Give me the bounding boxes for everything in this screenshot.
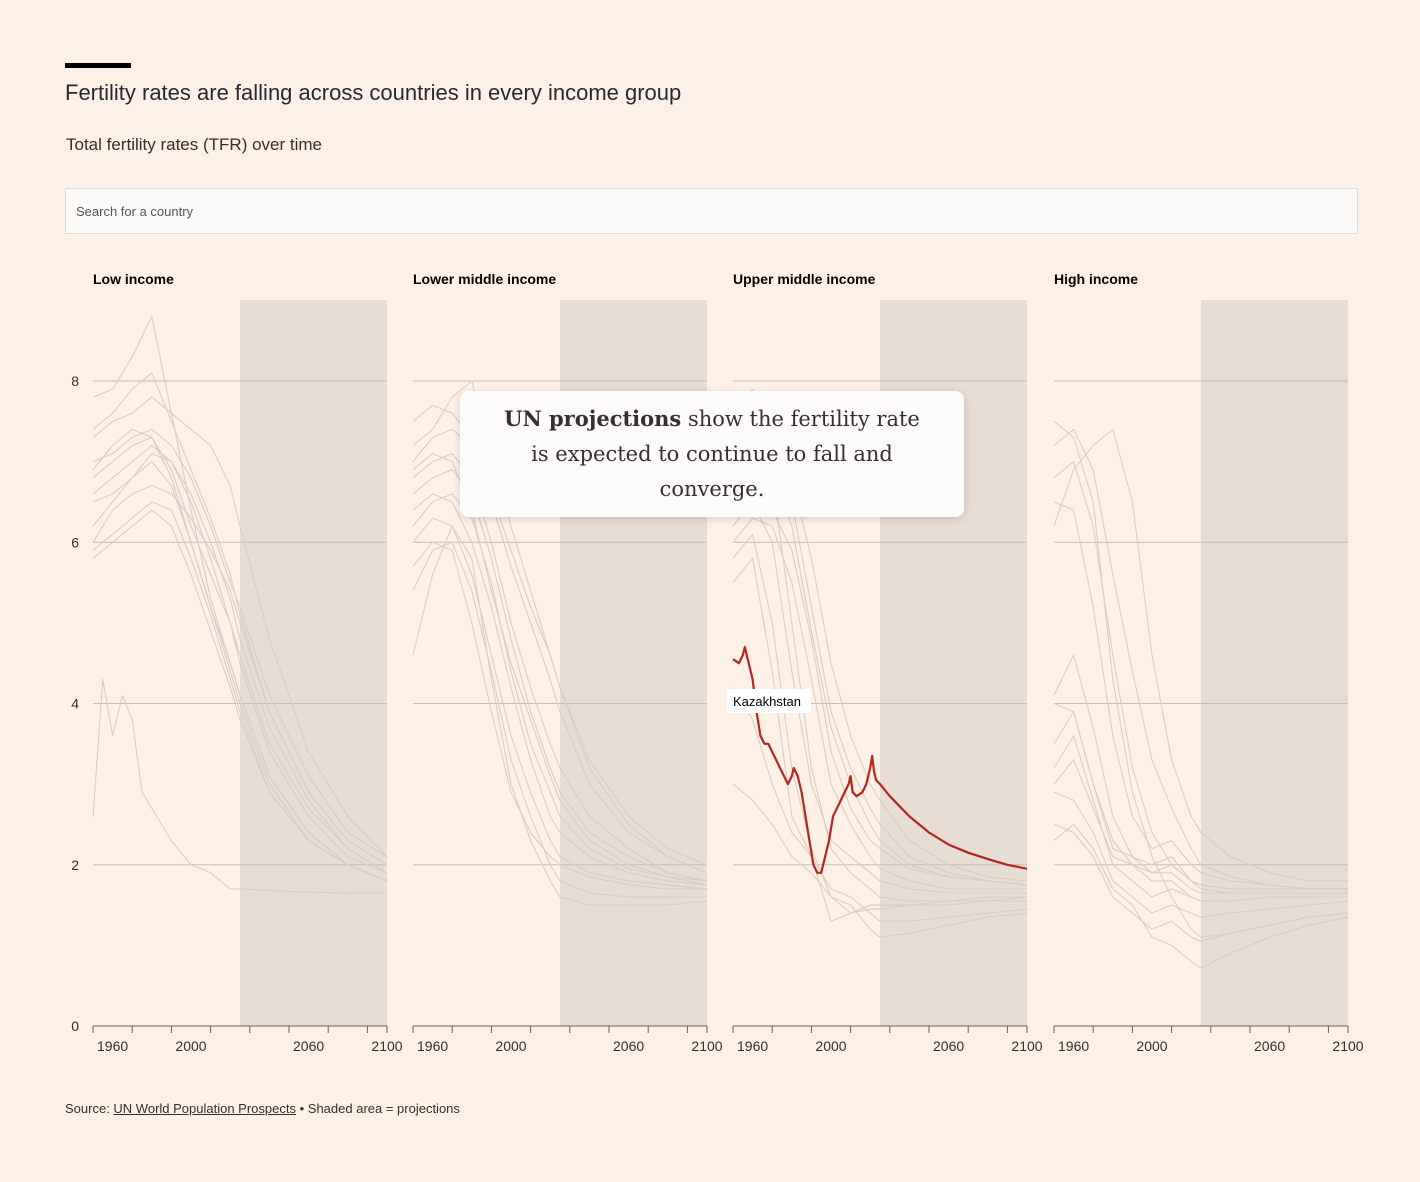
- series-line-1-4: [412, 428, 708, 866]
- y-tick-label-0: 0: [71, 1018, 79, 1034]
- x-tick-label-0-1960: 1960: [97, 1038, 128, 1054]
- series-line-0-9: [92, 444, 388, 874]
- y-tick-label-6: 6: [71, 534, 79, 550]
- panel-title-1: Lower middle income: [413, 271, 556, 287]
- series-line-1-5: [412, 541, 707, 890]
- x-tick-label-2-2000: 2000: [815, 1038, 846, 1054]
- series-line-0-10: [92, 509, 388, 882]
- series-line-3-11: [1053, 823, 1349, 969]
- series-line-1-7: [412, 525, 708, 906]
- title-accent-bar: [65, 63, 131, 68]
- projection-shade-3: [1201, 300, 1348, 1026]
- x-tick-label-1-2000: 2000: [495, 1038, 526, 1054]
- x-tick-label-0-2000: 2000: [175, 1038, 206, 1054]
- series-line-3-8: [1053, 654, 1348, 894]
- series-line-0-1: [92, 436, 388, 874]
- callout-body-text: show the fertility rate is expected to c…: [531, 407, 920, 501]
- x-tick-label-0-2100: 2100: [371, 1038, 402, 1054]
- series-line-1-10: [412, 453, 708, 886]
- x-tick-label-0-2060: 2060: [293, 1038, 324, 1054]
- x-tick-label-3-2000: 2000: [1136, 1038, 1167, 1054]
- source-link[interactable]: UN World Population Prospects: [113, 1101, 296, 1116]
- x-tick-label-3-2100: 2100: [1332, 1038, 1363, 1054]
- y-tick-label-8: 8: [71, 373, 79, 389]
- highlight-label-box: [727, 689, 811, 713]
- series-line-0-12: [92, 678, 387, 894]
- chart-title: Fertility rates are falling across count…: [65, 80, 682, 105]
- series-line-3-12: [1053, 702, 1348, 890]
- series-line-2-3: [732, 533, 1028, 938]
- series-line-1-0: [412, 380, 708, 874]
- projection-shade-0: [240, 300, 387, 1026]
- x-tick-label-2-1960: 1960: [737, 1038, 768, 1054]
- x-tick-label-2-2060: 2060: [933, 1038, 964, 1054]
- panel-title-3: High income: [1054, 271, 1138, 287]
- series-line-2-10: [732, 687, 1028, 922]
- country-search-input[interactable]: [65, 188, 1358, 234]
- series-line-3-6: [1053, 428, 1348, 882]
- series-line-3-7: [1053, 420, 1349, 938]
- series-line-1-2: [412, 493, 708, 886]
- projection-callout: UN projections show the fertility rate i…: [460, 391, 964, 517]
- highlight-label: Kazakhstan: [733, 694, 801, 709]
- series-line-3-9: [1053, 759, 1348, 902]
- x-tick-label-2-2100: 2100: [1011, 1038, 1042, 1054]
- y-tick-label-2: 2: [71, 857, 79, 873]
- x-tick-label-1-2100: 2100: [691, 1038, 722, 1054]
- series-line-1-8: [412, 404, 708, 874]
- series-line-1-1: [412, 453, 708, 882]
- series-line-2-7: [732, 557, 1028, 922]
- x-tick-label-3-2060: 2060: [1254, 1038, 1285, 1054]
- x-tick-label-1-2060: 2060: [613, 1038, 644, 1054]
- highlight-line-kazakhstan[interactable]: [732, 646, 1028, 874]
- series-line-0-11: [92, 428, 388, 882]
- y-tick-label-4: 4: [71, 696, 79, 712]
- series-line-2-2: [732, 501, 1027, 894]
- series-line-3-10: [1053, 501, 1348, 890]
- x-tick-label-3-1960: 1960: [1058, 1038, 1089, 1054]
- panel-title-0: Low income: [93, 271, 174, 287]
- series-line-1-11: [412, 541, 707, 898]
- series-line-0-4: [92, 372, 388, 866]
- panel-title-2: Upper middle income: [733, 271, 876, 287]
- source-note: Source: UN World Population Prospects • …: [65, 1101, 460, 1116]
- series-line-0-0: [92, 396, 388, 858]
- series-line-0-6: [92, 428, 388, 858]
- chart-subtitle: Total fertility rates (TFR) over time: [66, 135, 322, 154]
- series-line-3-1: [1053, 791, 1349, 918]
- series-line-1-9: [412, 493, 708, 882]
- source-prefix: Source:: [65, 1101, 114, 1116]
- source-suffix: • Shaded area = projections: [296, 1101, 460, 1116]
- series-line-1-6: [412, 469, 708, 882]
- x-tick-label-1-1960: 1960: [417, 1038, 448, 1054]
- series-line-2-5: [732, 517, 1027, 890]
- callout-bold-text: UN projections: [504, 406, 682, 431]
- small-multiples-chart: 0 2 4 6 8 Low income 1960 2000 2060 2100 Lower mid…: [71, 271, 1364, 1054]
